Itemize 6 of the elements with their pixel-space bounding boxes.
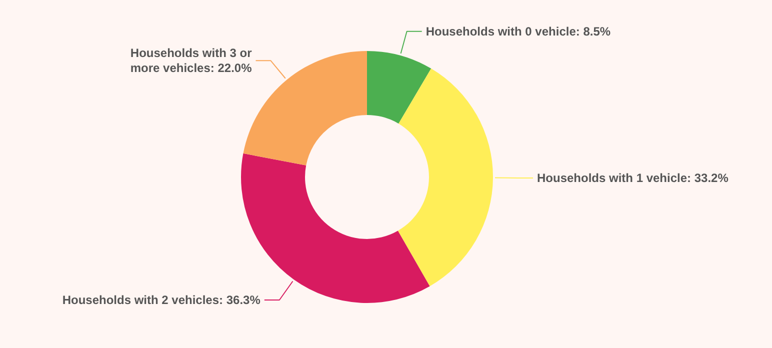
- donut-slice: [367, 51, 432, 124]
- slice-label: Households with 0 vehicle: 8.5%: [426, 24, 611, 38]
- slice-label: Households with 1 vehicle: 33.2%: [536, 170, 729, 185]
- slice-label: Households with 2 vehicles: 36.3%: [62, 292, 261, 307]
- slice-label: Households with 3 or more vehicles: 22.0%: [130, 46, 252, 76]
- donut-slice: [398, 68, 493, 286]
